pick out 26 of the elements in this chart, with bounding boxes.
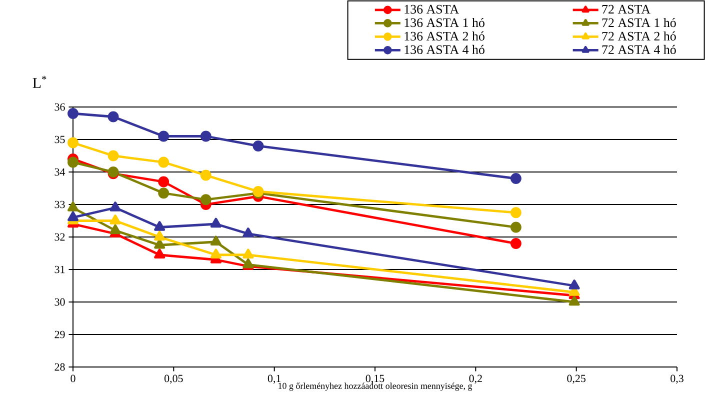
legend-label: 72 ASTA 4 hó [602,44,676,54]
x-tick-label: 0 [70,374,76,382]
y-tick-label: 36 [54,103,65,111]
y-axis-title: L$^{*}$ [32,76,46,88]
y-tick-label: 33 [54,200,65,208]
legend-label: 72 ASTA 1 hó [602,18,676,28]
x-tick-label: 0,2 [469,374,482,384]
y-tick-label: 30 [54,298,65,306]
x-axis-title: 10 g őrleményhez hozzáadott oleoresin mennyisége, g [278,382,472,391]
legend-label: 136 ASTA [404,4,459,14]
x-tick-label: 0,3 [670,374,684,384]
x-tick-label: 0,05 [164,374,183,384]
x-tick-label: 0,25 [567,374,586,384]
legend-label: 136 ASTA 1 hó [404,18,484,28]
x-tick-label: 0,15 [366,374,384,384]
y-tick-label: 35 [54,136,65,144]
legend-label: 136 ASTA 4 hó [404,44,484,54]
y-tick-label: 34 [54,168,66,176]
y-tick-label: 31 [54,266,65,274]
legend-label: 136 ASTA 2 hó [404,31,484,41]
y-tick-label: 29 [54,330,65,338]
y-tick-label: 32 [54,233,65,241]
y-tick-label: 28 [54,363,65,371]
x-tick-label: 0,1 [268,374,281,384]
legend-label: 72 ASTA [602,4,650,14]
legend-label: 72 ASTA 2 hó [602,31,676,41]
